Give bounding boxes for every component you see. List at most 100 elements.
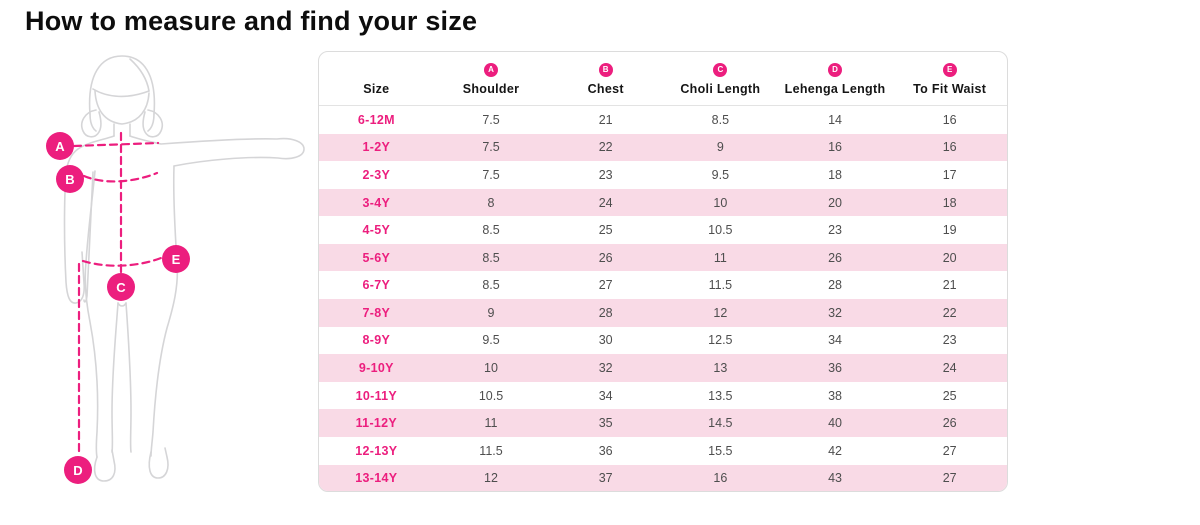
value-cell: 34 (828, 333, 842, 348)
size-cell: 8-9Y (362, 333, 391, 348)
column-label: To Fit Waist (913, 82, 987, 96)
value-cell: 12.5 (708, 333, 733, 348)
value-cell: 23 (598, 167, 613, 182)
table-row: 10-11Y 10.5 34 13.5 38 25 (319, 381, 1007, 410)
marker-a-icon: A (46, 132, 74, 160)
value-cell: 42 (828, 443, 842, 458)
value-cell: 10 (713, 195, 728, 210)
size-cell: 12-13Y (355, 443, 398, 458)
page-title: How to measure and find your size (25, 6, 478, 36)
table-row: 13-14Y 12 37 16 43 27 (319, 464, 1007, 491)
value-cell: 23 (942, 333, 957, 348)
value-cell: 9 (487, 305, 495, 320)
value-cell: 11 (484, 416, 498, 431)
column-header-chest: B Chest (548, 52, 663, 105)
size-cell: 2-3Y (362, 167, 391, 182)
svg-text:C: C (116, 280, 126, 295)
value-cell: 16 (942, 140, 957, 155)
value-cell: 20 (942, 250, 957, 265)
table-body: 6-12M 7.5 21 8.5 14 16 1-2Y 7.5 22 9 16 16 2-3Y 7.5 23… (319, 106, 1007, 491)
column-header-size: Size (319, 52, 434, 105)
size-cell: 5-6Y (362, 250, 391, 265)
svg-text:D: D (73, 463, 82, 478)
value-cell: 26 (598, 250, 613, 265)
value-cell: 13 (713, 360, 728, 375)
table-row: 5-6Y 8.5 26 11 26 20 (319, 243, 1007, 272)
svg-text:E: E (172, 252, 181, 267)
value-cell: 23 (828, 223, 842, 238)
size-cell: 6-7Y (362, 278, 391, 293)
column-label: Choli Length (680, 82, 761, 96)
column-header-lehenga: D Lehenga Length (778, 52, 893, 105)
value-cell: 22 (942, 305, 957, 320)
value-cell: 19 (942, 223, 957, 238)
marker-c-icon: C (107, 273, 135, 301)
shoulder-measure-line (72, 141, 160, 148)
value-cell: 15.5 (708, 443, 733, 458)
value-cell: 38 (828, 388, 842, 403)
value-cell: 11.5 (479, 443, 503, 458)
size-cell: 10-11Y (355, 388, 398, 403)
table-row: 7-8Y 9 28 12 32 22 (319, 299, 1007, 327)
marker-e-icon: E (162, 245, 190, 273)
column-marker-c-icon: C (713, 63, 728, 77)
column-label: Shoulder (462, 82, 520, 96)
table-row: 12-13Y 11.5 36 15.5 42 27 (319, 436, 1007, 465)
svg-text:A: A (55, 139, 65, 154)
table-row: 6-7Y 8.5 27 11.5 28 21 (319, 271, 1007, 300)
marker-d-icon: D (64, 456, 92, 484)
column-label: Size (363, 82, 390, 96)
size-cell: 3-4Y (362, 195, 391, 210)
value-cell: 7.5 (482, 112, 500, 127)
column-marker-a-icon: A (484, 63, 498, 77)
value-cell: 9.5 (482, 333, 500, 348)
table-row: 6-12M 7.5 21 8.5 14 16 (319, 106, 1007, 134)
size-cell: 1-2Y (362, 140, 391, 155)
value-cell: 24 (942, 360, 957, 375)
size-cell: 13-14Y (355, 471, 398, 486)
value-cell: 10 (484, 360, 498, 375)
value-cell: 21 (598, 112, 613, 127)
table-row: 11-12Y 11 35 14.5 40 26 (319, 409, 1007, 437)
table-row: 4-5Y 8.5 25 10.5 23 19 (319, 216, 1007, 244)
table-row: 3-4Y 8 24 10 20 18 (319, 188, 1007, 217)
value-cell: 8.5 (711, 112, 730, 127)
value-cell: 35 (598, 416, 613, 431)
value-cell: 17 (942, 167, 957, 182)
value-cell: 27 (942, 443, 957, 458)
value-cell: 13.5 (708, 388, 733, 403)
value-cell: 9.5 (711, 167, 730, 182)
size-cell: 7-8Y (362, 305, 391, 320)
value-cell: 25 (942, 388, 957, 403)
value-cell: 28 (598, 305, 613, 320)
value-cell: 27 (942, 471, 957, 486)
value-cell: 37 (598, 471, 613, 486)
value-cell: 16 (942, 112, 957, 127)
value-cell: 28 (828, 278, 842, 293)
column-label: Chest (587, 82, 624, 96)
value-cell: 36 (598, 443, 613, 458)
value-cell: 14.5 (708, 416, 733, 431)
size-cell: 6-12M (357, 112, 395, 127)
column-header-shoulder: A Shoulder (434, 52, 549, 105)
svg-text:B: B (65, 172, 74, 187)
value-cell: 26 (942, 416, 957, 431)
value-cell: 26 (828, 250, 842, 265)
child-figure-illustration: A B C D E (46, 55, 305, 484)
value-cell: 21 (942, 278, 957, 293)
value-cell: 10.5 (478, 388, 504, 403)
value-cell: 11.5 (708, 278, 733, 293)
size-cell: 9-10Y (358, 360, 394, 375)
marker-b-icon: B (56, 165, 84, 193)
column-marker-d-icon: D (828, 63, 843, 77)
value-cell: 24 (598, 195, 613, 210)
size-cell: 4-5Y (362, 223, 391, 238)
column-header-choli: C Choli Length (663, 52, 778, 105)
value-cell: 12 (484, 471, 498, 486)
value-cell: 16 (713, 471, 728, 486)
value-cell: 11 (713, 250, 727, 265)
value-cell: 7.5 (482, 140, 500, 155)
value-cell: 14 (828, 112, 842, 127)
value-cell: 7.5 (482, 167, 500, 182)
value-cell: 34 (598, 388, 613, 403)
